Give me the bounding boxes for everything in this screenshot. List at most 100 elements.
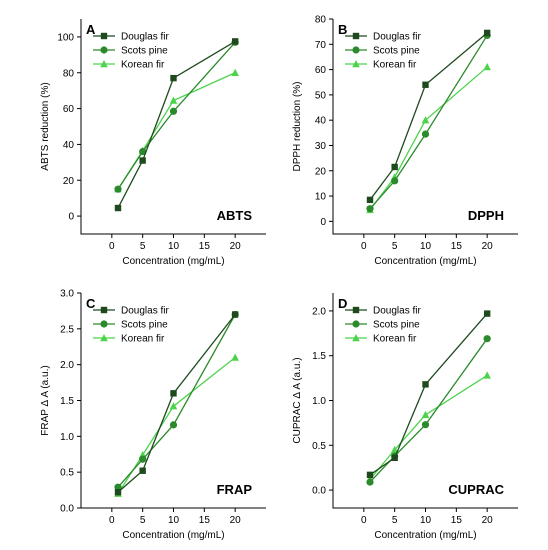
data-point — [231, 353, 239, 361]
y-tick-label: 100 — [57, 32, 74, 43]
panel-letter: A — [86, 22, 96, 37]
data-point — [483, 310, 491, 317]
series-douglas-fir — [114, 311, 239, 496]
panel-letter: B — [338, 22, 347, 37]
legend-label: Scots pine — [121, 46, 168, 57]
data-point — [366, 478, 374, 486]
x-tick-label: 5 — [140, 515, 146, 526]
data-point — [114, 483, 122, 491]
y-tick-label: 10 — [315, 192, 327, 203]
legend-marker — [100, 306, 108, 314]
y-tick-label: 2.5 — [60, 324, 74, 335]
legend-label: Scots pine — [373, 46, 420, 57]
data-point — [483, 335, 491, 343]
legend-label: Korean fir — [121, 334, 165, 345]
y-tick-label: 0 — [320, 217, 326, 228]
series-line — [117, 314, 236, 493]
legend-label: Douglas fir — [121, 306, 169, 317]
series-line — [117, 40, 236, 209]
series-line — [369, 35, 488, 210]
data-point — [169, 107, 178, 115]
legend-label: Scots pine — [121, 320, 168, 331]
data-point — [170, 74, 177, 82]
data-point — [422, 81, 429, 88]
x-tick-label: 20 — [482, 241, 494, 252]
legend-marker — [352, 334, 360, 342]
y-tick-label: 0 — [68, 212, 74, 223]
x-tick-label: 10 — [168, 515, 180, 526]
series-line — [369, 338, 488, 483]
x-tick-label: 10 — [168, 241, 180, 252]
panel-letter: D — [338, 296, 347, 311]
y-tick-label: 1.5 — [312, 351, 326, 362]
data-point — [391, 177, 399, 185]
axis-lines — [332, 19, 518, 235]
assay-annotation: DPPH — [468, 208, 504, 223]
legend-marker — [100, 46, 108, 54]
series-douglas-fir — [366, 310, 491, 479]
legend-marker — [352, 320, 360, 328]
series-line — [117, 72, 236, 190]
data-point — [169, 402, 178, 410]
data-point — [483, 63, 491, 71]
x-tick-label: 5 — [392, 515, 398, 526]
y-axis-label: CUPRAC Δ A (a.u.) — [292, 357, 303, 443]
y-tick-label: 80 — [63, 68, 75, 79]
y-tick-label: 70 — [315, 40, 327, 51]
x-tick-label: 15 — [451, 515, 463, 526]
legend: Douglas fir Scots pine Korean fir — [93, 306, 169, 345]
y-axis-label: DPPH reduction (%) — [292, 81, 303, 171]
legend-label: Douglas fir — [373, 306, 421, 317]
series-line — [117, 41, 236, 190]
x-tick-label: 15 — [199, 515, 211, 526]
y-tick-label: 2.0 — [60, 360, 74, 371]
series-korean-fir — [114, 68, 239, 193]
x-axis-label: Concentration (mg/mL) — [122, 256, 224, 267]
data-point — [169, 96, 178, 104]
x-tick-label: 15 — [451, 241, 463, 252]
legend-marker — [100, 32, 108, 40]
x-tick-label: 20 — [230, 515, 242, 526]
data-point — [139, 455, 147, 463]
y-tick-label: 60 — [63, 104, 75, 115]
data-point — [390, 445, 399, 453]
x-axis-label: Concentration (mg/mL) — [122, 530, 224, 541]
data-point — [169, 421, 178, 429]
x-tick-label: 0 — [109, 241, 115, 252]
data-point — [139, 157, 146, 164]
data-point — [421, 116, 430, 124]
data-point — [391, 163, 398, 171]
y-tick-label: 2.0 — [312, 306, 326, 317]
series-line — [369, 313, 488, 476]
data-point — [366, 196, 374, 204]
legend-label: Scots pine — [373, 320, 420, 331]
axis-lines — [80, 19, 266, 235]
legend-marker — [352, 32, 360, 40]
data-point — [231, 311, 239, 318]
data-point — [421, 130, 430, 138]
x-tick-label: 10 — [420, 241, 432, 252]
data-point — [391, 454, 398, 462]
legend-marker — [100, 334, 108, 342]
legend-label: Korean fir — [373, 334, 417, 345]
y-axis-label: ABTS reduction (%) — [40, 82, 51, 170]
y-tick-label: 30 — [315, 141, 327, 152]
y-tick-label: 0.5 — [312, 441, 326, 452]
y-tick-label: 50 — [315, 90, 327, 101]
legend-label: Douglas fir — [373, 32, 421, 43]
data-point — [421, 421, 430, 429]
legend-label: Korean fir — [373, 60, 417, 71]
chart-panel-b: 0 5 10 15 20 0 10 20 30 40 50 60 70 80 Concentration (… — [292, 15, 518, 267]
x-axis-label: Concentration (mg/mL) — [374, 530, 476, 541]
axis-lines — [332, 293, 518, 509]
data-point — [483, 29, 491, 37]
legend: Douglas fir Scots pine Korean fir — [345, 32, 421, 71]
panel-letter: C — [86, 296, 96, 311]
y-tick-label: 1.0 — [312, 396, 326, 407]
y-tick-label: 0.0 — [312, 486, 326, 497]
y-axis-label: FRAP Δ A (a.u.) — [40, 365, 51, 435]
chart-panel-c: 0 5 10 15 20 0.0 0.5 1.0 1.5 2.0 2.5 3.0 Concentrati… — [40, 289, 266, 541]
y-tick-label: 0.0 — [60, 504, 74, 515]
y-tick-label: 0.5 — [60, 468, 74, 479]
